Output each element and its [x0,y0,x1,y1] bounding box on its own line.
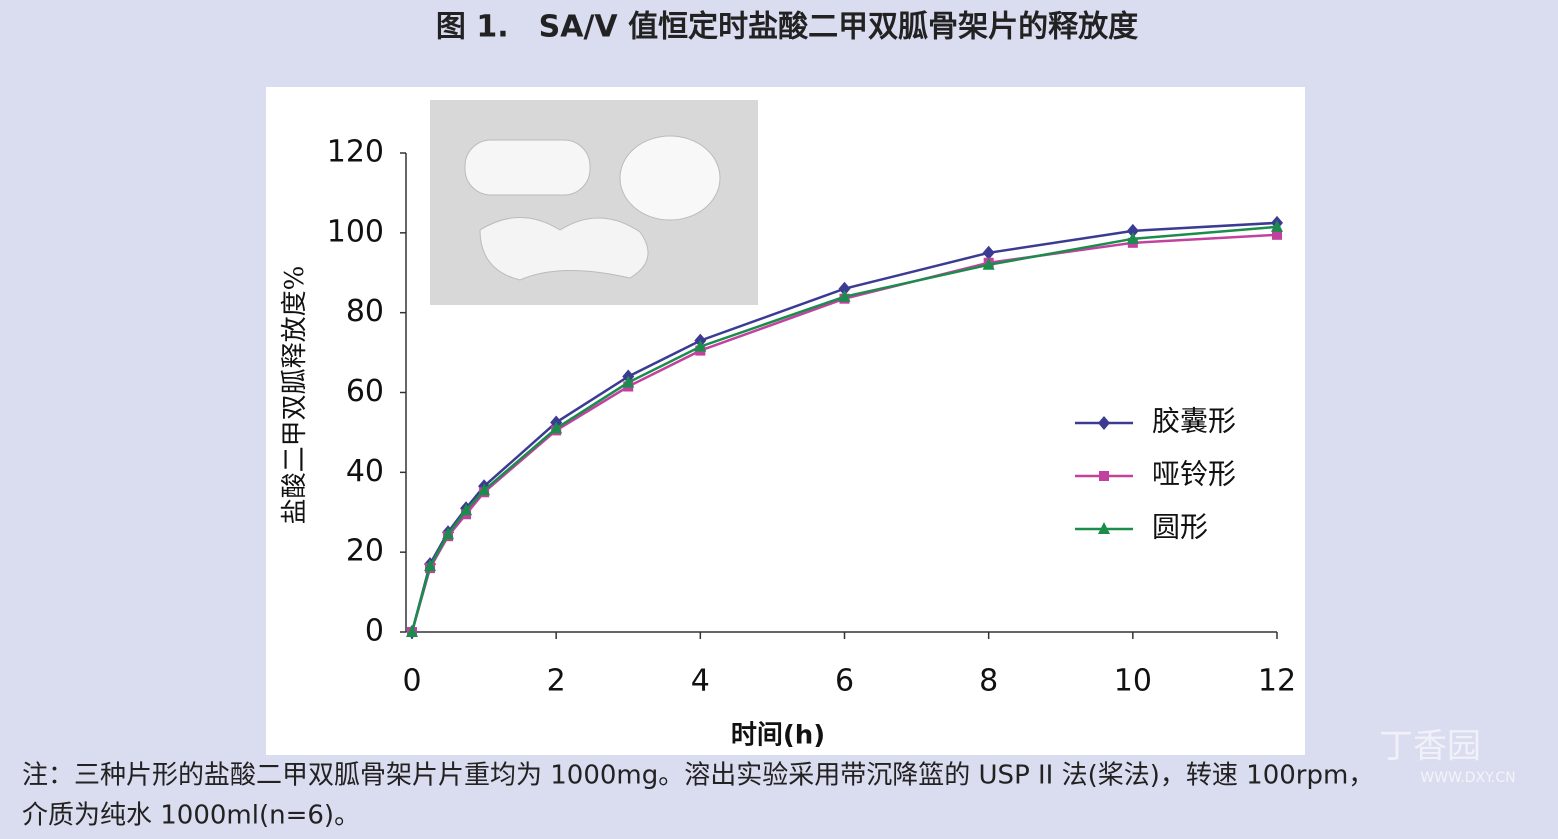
chart-panel [266,87,1305,755]
figure-title: 图 1. SA/V 值恒定时盐酸二甲双胍骨架片的释放度 [436,10,1138,45]
legend-marker [1099,471,1109,481]
x-tick-label: 2 [547,664,566,699]
y-tick-label: 120 [327,135,384,170]
data-point [1126,231,1139,244]
x-tick-label: 6 [835,664,854,699]
legend-label: 胶囊形 [1152,405,1236,438]
x-tick-label: 4 [691,664,710,699]
y-axis-title: 盐酸二甲双胍释放度% [280,266,310,525]
x-tick-label: 0 [402,664,421,699]
data-point [406,625,418,637]
tablet-photo [430,100,758,305]
watermark: WWW.DXY.CN [1420,770,1515,786]
y-tick-label: 40 [346,454,384,489]
legend-marker [1098,416,1110,430]
data-point [838,281,851,296]
y-tick-label: 20 [346,534,384,569]
data-point [838,289,851,302]
y-tick-label: 80 [346,294,384,329]
data-point [442,527,455,540]
data-point [1272,229,1282,240]
series-line [410,225,1278,633]
data-point [622,375,635,388]
data-point [1271,219,1283,232]
data-point [1126,223,1139,238]
data-point [550,421,563,434]
note-line: 注：三种片形的盐酸二甲双胍骨架片片重均为 1000mg。溶出实验采用带沉降篮的 … [22,761,1374,791]
x-axis-title: 时间(h) [731,721,825,751]
legend-marker [1098,522,1110,534]
x-tick-label: 10 [1114,664,1152,699]
x-tick-label: 12 [1258,664,1296,699]
watermark: 丁香园 [1379,727,1481,767]
y-tick-label: 60 [346,374,384,409]
data-point [982,257,995,270]
legend-label: 哑铃形 [1152,458,1236,491]
y-tick-label: 100 [327,214,384,249]
y-tick-label: 0 [365,614,384,649]
data-point [982,245,995,260]
data-point [478,483,491,496]
data-point [460,503,473,516]
x-tick-label: 8 [979,664,998,699]
note-line: 介质为纯水 1000ml(n=6)。 [22,801,360,831]
legend-label: 圆形 [1152,511,1208,544]
data-point [694,339,707,352]
data-point [424,559,437,572]
